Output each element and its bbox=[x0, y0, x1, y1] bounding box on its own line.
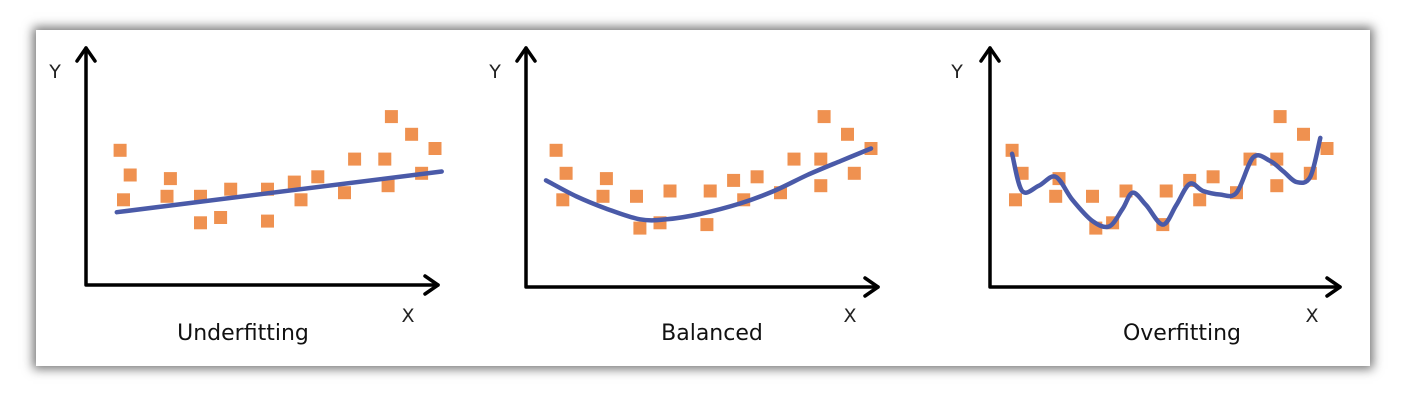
y-axis-label: Y bbox=[48, 61, 61, 83]
data-point bbox=[1005, 143, 1019, 157]
data-point bbox=[1086, 189, 1099, 203]
data-point bbox=[123, 168, 137, 182]
panel-balanced: Y X Balanced bbox=[488, 46, 880, 346]
data-point bbox=[559, 166, 573, 180]
data-point bbox=[163, 172, 177, 186]
data-point bbox=[428, 142, 442, 155]
data-point bbox=[384, 110, 398, 124]
data-point bbox=[1273, 110, 1287, 124]
data-point bbox=[556, 193, 570, 207]
data-point bbox=[1297, 127, 1310, 141]
fit-curve bbox=[114, 169, 444, 215]
y-axis-arrowhead bbox=[75, 46, 97, 63]
data-point bbox=[378, 152, 392, 166]
y-axis-label: Y bbox=[950, 61, 963, 83]
fit-curve bbox=[543, 146, 874, 223]
panel-caption: Balanced bbox=[661, 321, 763, 346]
data-point bbox=[1206, 170, 1220, 184]
data-point bbox=[311, 170, 325, 184]
x-axis-arrowhead bbox=[863, 276, 880, 298]
data-point bbox=[727, 173, 741, 187]
data-point bbox=[703, 184, 717, 198]
data-point bbox=[1270, 179, 1284, 193]
x-axis-label: X bbox=[401, 305, 414, 327]
panel-caption: Overfitting bbox=[1123, 321, 1241, 346]
data-point bbox=[1159, 184, 1173, 198]
data-point bbox=[633, 221, 647, 235]
data-point bbox=[817, 110, 831, 124]
data-point bbox=[841, 127, 854, 141]
panel-overfitting: Y X Overfitting bbox=[950, 46, 1342, 346]
data-point bbox=[599, 172, 613, 186]
data-point bbox=[630, 189, 643, 203]
data-point bbox=[1049, 189, 1063, 203]
data-point bbox=[113, 143, 127, 157]
data-point bbox=[1009, 193, 1022, 207]
y-axis-arrowhead bbox=[515, 46, 537, 63]
data-point bbox=[1193, 193, 1207, 207]
data-point bbox=[814, 179, 828, 193]
data-point bbox=[1320, 142, 1334, 155]
data-point bbox=[847, 166, 861, 180]
data-point bbox=[261, 214, 274, 228]
data-point bbox=[348, 152, 362, 166]
x-axis-label: X bbox=[843, 305, 856, 327]
axis-lines bbox=[988, 46, 1342, 289]
data-point bbox=[224, 182, 238, 196]
fit-curve bbox=[1009, 135, 1323, 230]
data-point bbox=[294, 193, 308, 207]
data-point bbox=[814, 152, 828, 166]
data-point bbox=[405, 127, 419, 141]
data-point bbox=[338, 186, 351, 200]
panel-underfitting: Y X Underfitting bbox=[48, 46, 444, 346]
panel-caption: Underfitting bbox=[177, 321, 309, 346]
data-point bbox=[194, 216, 207, 230]
x-axis-arrowhead bbox=[423, 274, 440, 296]
figure-frame bbox=[36, 30, 1370, 366]
data-point bbox=[214, 211, 228, 224]
data-point bbox=[700, 218, 714, 232]
data-point bbox=[160, 189, 174, 203]
data-point bbox=[663, 184, 677, 198]
y-axis-label: Y bbox=[488, 61, 501, 83]
data-point bbox=[287, 175, 301, 189]
x-axis-label: X bbox=[1305, 305, 1318, 327]
x-axis-arrowhead bbox=[1325, 276, 1342, 298]
data-point bbox=[549, 143, 563, 157]
data-point bbox=[117, 193, 130, 207]
data-point bbox=[596, 189, 610, 203]
data-point bbox=[787, 152, 801, 166]
axis-lines bbox=[84, 46, 440, 287]
axis-lines bbox=[524, 46, 880, 289]
y-axis-arrowhead bbox=[979, 46, 1001, 63]
data-point bbox=[381, 179, 395, 193]
data-point bbox=[750, 170, 764, 184]
